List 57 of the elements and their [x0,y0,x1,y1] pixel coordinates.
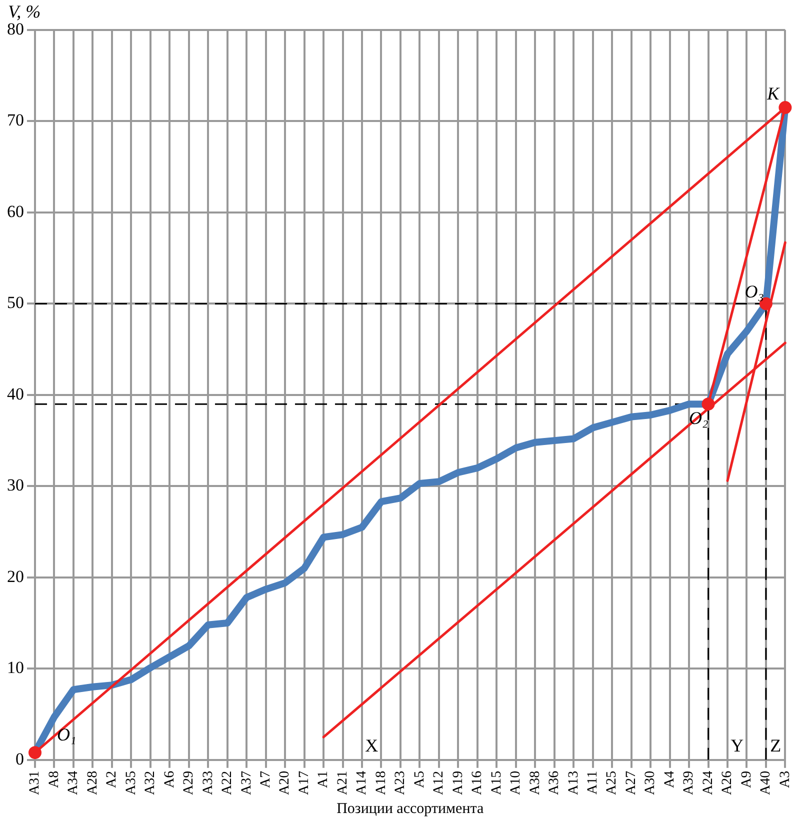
x-tick-label: A21 [335,770,350,796]
y-tick-label: 30 [7,476,24,495]
x-tick-label: A4 [662,770,678,788]
x-tick-label: A11 [586,770,601,794]
x-tick-label: A20 [278,770,293,796]
x-tick-label: A1 [316,770,332,788]
x-tick-label: A37 [239,770,254,796]
x-tick-label: A9 [739,770,754,788]
x-tick-label: A33 [200,770,216,796]
annotation: X [365,736,378,756]
x-tick-label: A25 [604,770,620,796]
annotation: Z [770,736,782,756]
x-tick-label: A27 [624,770,639,796]
y-axis-title: V, % [8,2,41,22]
x-tick-label: A18 [374,770,389,796]
y-tick-label: 80 [7,19,24,38]
x-tick-label: A14 [354,770,370,796]
x-tick-label: A3 [778,770,793,788]
y-tick-label: 60 [7,202,24,221]
x-tick-label: A40 [758,770,774,796]
x-tick-label: A16 [470,770,486,796]
x-tick-label: A35 [124,770,139,796]
x-tick-label: A15 [489,770,504,796]
annotation: O₃ [744,281,764,302]
x-tick-label: A28 [85,770,100,796]
x-tick-label: A10 [508,770,524,796]
annotation: O₁ [57,724,76,744]
x-tick-label: A7 [258,770,274,788]
y-tick-label: 10 [7,658,24,678]
x-tick-label: A13 [566,770,582,796]
x-tick-label: A31 [28,770,43,796]
y-tick-label: 0 [16,749,24,768]
x-tick-label: A5 [412,770,428,788]
y-tick-label: 50 [7,293,24,312]
x-tick-label: A36 [547,770,562,796]
x-tick-label: A19 [450,770,466,796]
y-tick-label: 20 [7,566,24,586]
x-tick-label: A8 [46,770,62,788]
annotation: K [766,83,780,104]
y-tick-label: 70 [7,110,24,130]
x-axis-title: Позиции ассортимента [336,800,484,817]
x-tick-label: A29 [182,770,197,796]
x-tick-label: A34 [66,770,82,796]
x-tick-label: A32 [143,770,158,796]
x-tick-label: A24 [700,770,716,796]
y-tick-label: 40 [7,384,24,404]
x-tick-label: A12 [432,770,447,796]
x-tick-label: A38 [528,770,543,796]
x-tick-label: A22 [220,770,236,796]
x-tick-label: A23 [393,770,408,796]
x-tick-label: A6 [162,770,178,788]
x-tick-label: A39 [682,770,697,796]
annotation: Y [730,736,744,756]
x-tick-label: A17 [296,770,312,796]
x-tick-label: A26 [720,770,736,796]
x-tick-label: A2 [104,770,120,788]
x-tick-label: A30 [643,770,658,796]
